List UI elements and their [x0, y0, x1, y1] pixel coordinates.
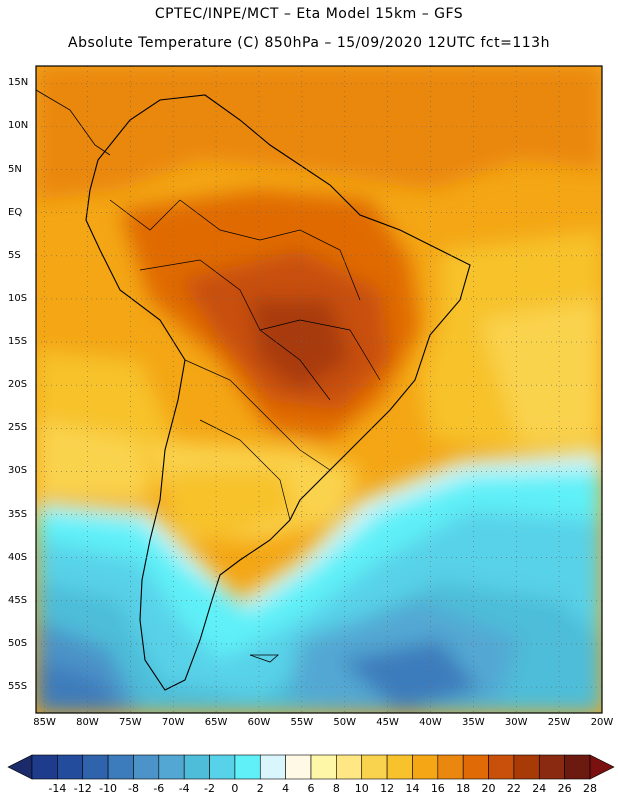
colorbar-tick-label: 14 — [405, 782, 420, 795]
lon-tick-label: 80W — [76, 717, 99, 728]
colorbar-over-arrow — [589, 754, 615, 780]
country-borders — [109, 199, 381, 521]
lon-tick-label: 45W — [376, 717, 399, 728]
colorbar-swatch — [412, 754, 439, 780]
lon-tick-label: 40W — [419, 717, 442, 728]
colorbar-tick-label: 12 — [380, 782, 395, 795]
colorbar-swatch — [386, 754, 413, 780]
lon-tick-label: 30W — [504, 717, 528, 728]
colorbar-tick-label: -12 — [73, 782, 92, 795]
colorbar-swatch — [310, 754, 337, 780]
colorbar-tick-label: -10 — [99, 782, 118, 795]
colorbar-tick-label: 8 — [332, 782, 340, 795]
lon-tick-label: 25W — [547, 717, 571, 728]
colorbar-tick-label: 2 — [256, 782, 264, 795]
colorbar-swatch — [57, 754, 84, 780]
lat-tick-label: 50S — [8, 637, 28, 649]
lon-tick-label: 60W — [247, 717, 271, 728]
lat-tick-label: 10S — [8, 292, 28, 304]
colorbar-swatch — [234, 754, 261, 780]
colorbar-tick-label: -6 — [153, 782, 165, 795]
lat-tick-label: EQ — [8, 206, 23, 218]
colorbar-swatch — [513, 754, 540, 780]
colorbar-swatch — [437, 754, 464, 780]
lat-tick-label: 15S — [8, 336, 28, 348]
lon-tick-label: 35W — [462, 717, 485, 728]
lon-tick-label: 85W — [33, 717, 56, 728]
lon-tick-label: 75W — [119, 717, 142, 728]
lon-tick-label: 65W — [204, 717, 228, 728]
lat-tick-label: 30S — [8, 465, 28, 477]
colorbar-tick-label: -14 — [48, 782, 67, 795]
colorbar-swatch — [209, 754, 236, 780]
lat-tick-label: 5N — [8, 163, 22, 175]
colorbar-tick-label: 20 — [481, 782, 496, 795]
lat-tick-label: 10N — [8, 120, 29, 132]
colorbar-tick-label: -8 — [127, 782, 139, 795]
colorbar-swatch — [259, 754, 286, 780]
colorbar-tick-label: -2 — [204, 782, 216, 795]
lat-tick-label: 55S — [8, 681, 28, 693]
colorbar-tick-label: 28 — [583, 782, 597, 795]
lat-tick-label: 20S — [8, 379, 28, 391]
lon-tick-label: 50W — [333, 717, 357, 728]
colorbar-tick-label: -4 — [178, 782, 190, 795]
colorbar-swatch — [107, 754, 134, 780]
colorbar-swatch — [538, 754, 565, 780]
lon-tick-label: 55W — [290, 717, 314, 728]
lon-tick-label: 70W — [161, 717, 185, 728]
lat-tick-label: 45S — [8, 594, 28, 606]
lat-tick-label: 35S — [8, 508, 28, 520]
colorbar-swatch — [285, 754, 312, 780]
lat-tick-label: 40S — [8, 551, 28, 563]
colorbar-tick-label: 6 — [307, 782, 315, 795]
colorbar-swatch — [82, 754, 109, 780]
colorbar-tick-label: 18 — [456, 782, 471, 795]
colorbar-swatch — [183, 754, 210, 780]
colorbar-tick-label: 0 — [231, 782, 239, 795]
colorbar-swatch — [488, 754, 515, 780]
lat-tick-label: 15N — [8, 77, 29, 89]
colorbar-tick-label: 10 — [354, 782, 369, 795]
colorbar-swatch — [336, 754, 363, 780]
colorbar-swatch — [564, 754, 591, 780]
colorbar-under-arrow — [7, 754, 33, 780]
colorbar-swatch — [158, 754, 185, 780]
colorbar-tick-label: 24 — [532, 782, 547, 795]
lon-tick-label: 20W — [590, 717, 614, 728]
colorbar-tick-label: 4 — [282, 782, 290, 795]
title-field: Absolute Temperature (C) 850hPa – 15/09/… — [68, 35, 550, 51]
temperature-field — [36, 66, 602, 713]
colorbar-swatch — [31, 754, 58, 780]
colorbar-tick-label: 16 — [430, 782, 445, 795]
continent-outline — [85, 94, 471, 691]
colorbar — [7, 754, 615, 780]
lat-tick-label: 5S — [8, 249, 21, 261]
colorbar-tick-label: 26 — [557, 782, 572, 795]
title-model: CPTEC/INPE/MCT – Eta Model 15km – GFS — [154, 6, 464, 22]
lat-tick-label: 25S — [8, 422, 28, 434]
colorbar-swatch — [133, 754, 160, 780]
colorbar-swatch — [462, 754, 489, 780]
colorbar-swatch — [361, 754, 388, 780]
colorbar-tick-label: 22 — [506, 782, 521, 795]
map-frame — [35, 65, 603, 714]
